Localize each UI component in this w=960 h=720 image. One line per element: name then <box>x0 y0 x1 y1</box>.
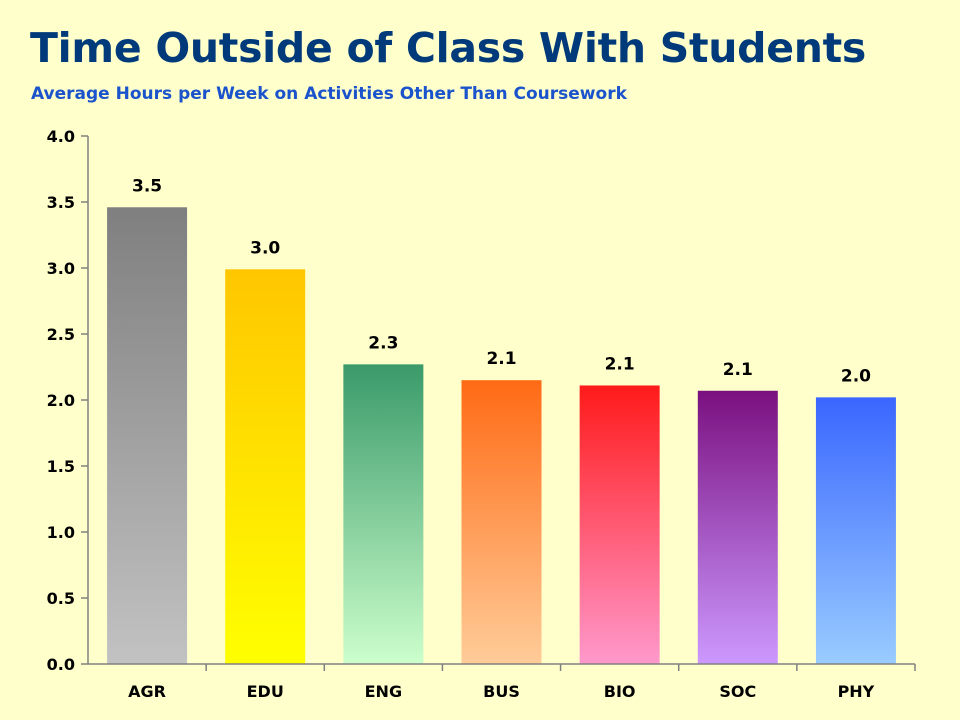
x-tick-label: EDU <box>247 682 284 701</box>
bar-bio <box>579 385 660 664</box>
chart-title: Time Outside of Class With Students <box>30 24 867 72</box>
data-label: 2.1 <box>605 354 635 374</box>
data-label: 3.0 <box>250 238 280 258</box>
bar-agr <box>107 207 188 664</box>
bar-edu <box>225 269 306 664</box>
data-label: 2.1 <box>486 349 516 369</box>
labels-layer: 0.0 0.5 1.0 1.5 2.0 2.5 3.0 3.5 4.0 3.5 AGR 3.0 EDU 2… <box>47 127 875 701</box>
y-tick-label: 0.0 <box>47 655 75 674</box>
data-label: 3.5 <box>132 176 162 196</box>
y-tick-label: 0.5 <box>47 589 75 608</box>
x-tick-label: BUS <box>483 682 520 701</box>
y-tick-label: 2.5 <box>47 325 75 344</box>
y-tick-label: 2.0 <box>47 391 75 410</box>
axis-layer <box>81 135 916 671</box>
chart-subtitle: Average Hours per Week on Activities Oth… <box>31 84 627 104</box>
x-tick-label: ENG <box>365 682 402 701</box>
y-tick-label: 1.0 <box>47 523 75 542</box>
bar-phy <box>815 397 896 664</box>
bar-bus <box>461 380 542 664</box>
bar-eng <box>343 364 424 664</box>
x-tick-label: SOC <box>719 682 756 701</box>
y-tick-label: 3.5 <box>47 193 75 212</box>
bar-soc <box>697 390 778 664</box>
data-label: 2.3 <box>368 333 398 353</box>
y-tick-label: 1.5 <box>47 457 75 476</box>
x-tick-label: PHY <box>838 682 875 701</box>
bars-layer <box>107 207 896 664</box>
y-tick-label: 3.0 <box>47 259 75 278</box>
y-tick-label: 4.0 <box>47 127 75 146</box>
x-tick-label: BIO <box>604 682 636 701</box>
data-label: 2.0 <box>841 366 871 386</box>
data-label: 2.1 <box>723 360 753 380</box>
x-tick-label: AGR <box>128 682 166 701</box>
